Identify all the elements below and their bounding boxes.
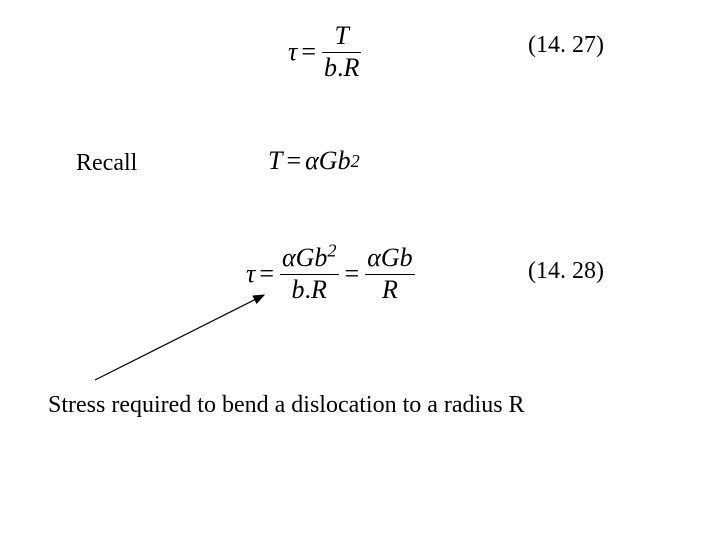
eq3-equals1: = [259, 259, 274, 289]
eq2-alpha: α [305, 146, 319, 176]
equation-number-2: (14. 28) [528, 258, 604, 285]
equation-2: T = αGb2 [268, 146, 360, 176]
eq1-tau: τ [288, 37, 297, 67]
equation-1: τ = T b.R [288, 22, 363, 82]
equation-number-1: (14. 27) [528, 32, 604, 59]
eq3-num1: αGb2 [280, 244, 339, 273]
recall-label: Recall [76, 150, 137, 177]
eq1-denominator: b.R [322, 54, 361, 83]
caption-text: Stress required to bend a dislocation to… [48, 392, 525, 419]
eq3-den2: R [380, 276, 400, 305]
eq2-b: b [338, 146, 351, 176]
eq3-tau: τ [246, 259, 255, 289]
eq3-num2: αGb [365, 244, 414, 273]
eq1-equals: = [301, 37, 316, 67]
eq3-den1: b.R [290, 276, 329, 305]
eq1-numerator: T [332, 22, 350, 51]
eq3-fraction-2: αGb R [365, 244, 414, 304]
eq2-T: T [268, 146, 282, 176]
eq3-equals2: = [345, 259, 360, 289]
equation-3: τ = αGb2 b.R = αGb R [246, 244, 417, 304]
eq2-equals: = [286, 146, 301, 176]
eq1-fraction: T b.R [322, 22, 361, 82]
eq2-G: G [319, 146, 338, 176]
eq3-fraction-1: αGb2 b.R [280, 244, 339, 304]
